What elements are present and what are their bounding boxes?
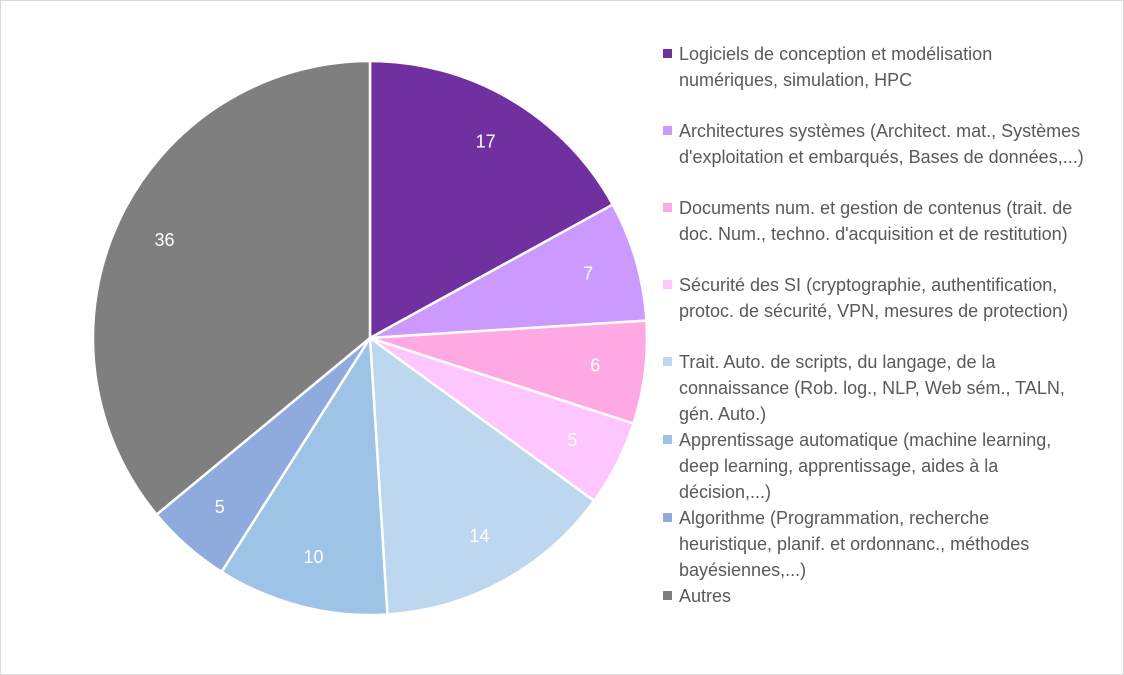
pie-slice-5 [368, 336, 596, 616]
data-label-8: 36 [154, 230, 174, 250]
legend-swatch [663, 49, 672, 58]
legend-label: Logiciels de conception et modélisation … [679, 44, 993, 90]
data-label-6: 10 [303, 547, 323, 567]
legend-label: Architectures systèmes (Architect. mat.,… [679, 121, 1084, 167]
legend-label: Autres [679, 586, 732, 606]
legend-label: Trait. Auto. de scripts, du langage, de … [679, 352, 1065, 424]
legend-item-7: Algorithme (Programmation, recherche heu… [663, 505, 1113, 583]
pie-slice-8 [91, 59, 372, 516]
legend-swatch [663, 435, 672, 444]
data-label-2: 7 [583, 263, 593, 283]
legend-label: Apprentissage automatique (machine learn… [679, 430, 1052, 502]
pie-slice-6 [220, 336, 389, 617]
legend-label: Algorithme (Programmation, recherche heu… [679, 508, 1030, 580]
data-label-7: 5 [215, 497, 225, 517]
legend-swatch [663, 513, 672, 522]
legend-item-4: Sécurité des SI (cryptographie, authenti… [663, 272, 1113, 324]
legend-item-3: Documents num. et gestion de contenus (t… [663, 195, 1113, 247]
data-label-3: 6 [590, 355, 600, 375]
legend-item-2: Architectures systèmes (Architect. mat.,… [663, 118, 1113, 170]
pie-slice-1 [368, 59, 614, 340]
data-label-1: 17 [476, 131, 496, 151]
legend-swatch [663, 357, 672, 366]
legend-item-1: Logiciels de conception et modélisation … [663, 41, 1113, 93]
legend-item-8: Autres [663, 583, 1113, 609]
legend-swatch [663, 126, 672, 135]
data-label-4: 5 [567, 430, 577, 450]
legend-swatch [663, 591, 672, 600]
legend-item-6: Apprentissage automatique (machine learn… [663, 427, 1113, 505]
legend-swatch [663, 203, 672, 212]
data-label-5: 14 [469, 526, 489, 546]
legend-label: Sécurité des SI (cryptographie, authenti… [679, 275, 1069, 321]
pie-slices [91, 59, 649, 617]
pie-slice-2 [368, 203, 648, 340]
legend-label: Documents num. et gestion de contenus (t… [679, 198, 1073, 244]
pie-data-labels: 17 7 6 5 14 10 5 36 [154, 131, 600, 567]
legend-item-5: Trait. Auto. de scripts, du langage, de … [663, 349, 1113, 427]
legend-swatch [663, 280, 672, 289]
